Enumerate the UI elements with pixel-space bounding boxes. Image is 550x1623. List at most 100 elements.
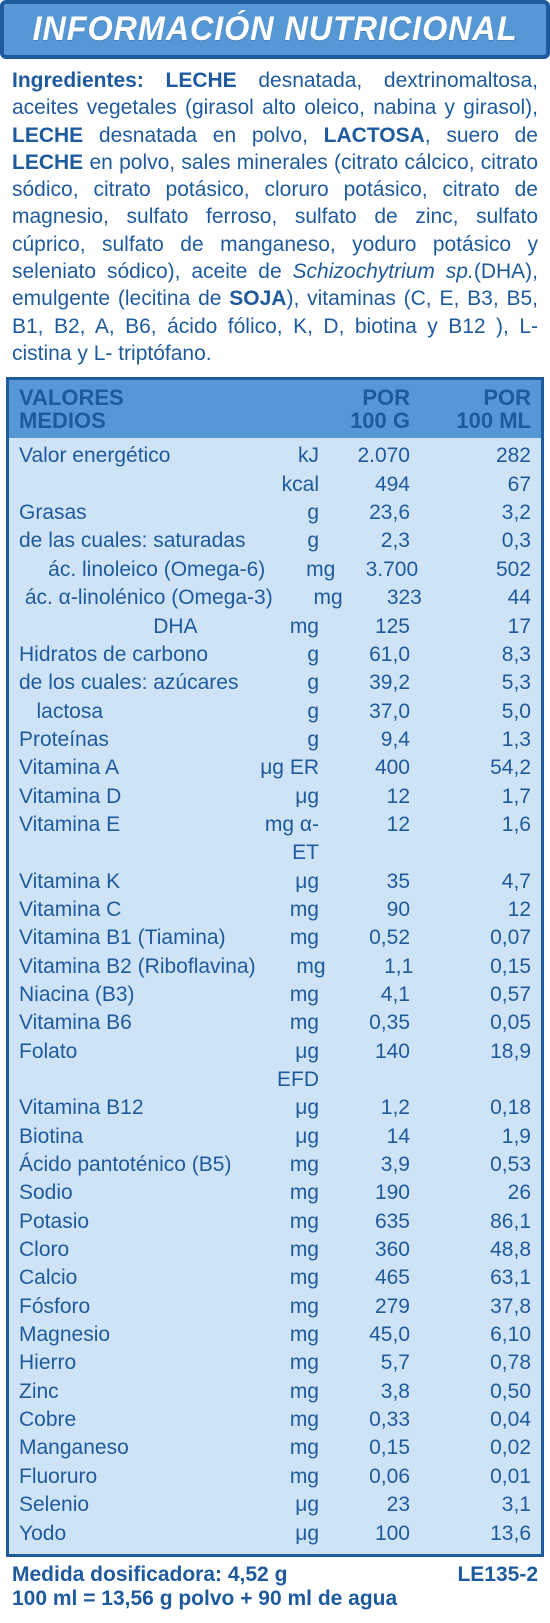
nutrient-label: Biotina — [19, 1123, 249, 1151]
nutrient-label: DHA — [19, 613, 249, 641]
table-row: Calciomg46563,1 — [19, 1264, 531, 1292]
value-per-100g: 0,15 — [319, 1434, 440, 1462]
table-row: Vitamina B6mg0,350,05 — [19, 1009, 531, 1037]
nutrient-label: Vitamina B12 — [19, 1094, 249, 1122]
nutrient-unit: mg — [256, 953, 326, 981]
value-per-100ml: 0,04 — [440, 1406, 531, 1434]
value-per-100ml: 0,05 — [440, 1009, 531, 1037]
table-row: Yodoμg10013,6 — [19, 1520, 531, 1548]
nutrient-unit: mg — [249, 896, 319, 924]
nutrient-label: Folato — [19, 1038, 249, 1095]
nutrient-label: Vitamina C — [19, 896, 249, 924]
nutrient-unit: μg — [249, 1491, 319, 1519]
value-per-100g: 9,4 — [319, 726, 440, 754]
table-row: Fluoruromg0,060,01 — [19, 1463, 531, 1491]
value-per-100g: 494 — [319, 471, 440, 499]
nutrient-label: Yodo — [19, 1520, 249, 1548]
value-per-100g: 1,2 — [319, 1094, 440, 1122]
value-per-100ml: 18,9 — [440, 1038, 531, 1095]
table-row: Vitamina Dμg121,7 — [19, 783, 531, 811]
footer: Medida dosificadora: 4,52 g LE135-2 100 … — [0, 1557, 550, 1623]
nutrient-unit: mg — [249, 1434, 319, 1462]
nutrient-label: Potasio — [19, 1208, 249, 1236]
nutrient-label: lactosa — [19, 698, 249, 726]
value-per-100ml: 0,02 — [440, 1434, 531, 1462]
header-col3-l2: 100 G — [319, 409, 410, 432]
table-row: Folatoμg EFD14018,9 — [19, 1038, 531, 1095]
nutrient-unit: mg — [249, 924, 319, 952]
nutrition-panel: INFORMACIÓN NUTRICIONAL Ingredientes: LE… — [0, 0, 550, 1623]
value-per-100ml: 1,3 — [440, 726, 531, 754]
table-row: Selenioμg233,1 — [19, 1491, 531, 1519]
value-per-100ml: 48,8 — [440, 1236, 531, 1264]
value-per-100ml: 3,2 — [440, 499, 531, 527]
value-per-100g: 635 — [319, 1208, 440, 1236]
nutrient-label: ác. α-linolénico (Omega-3) — [19, 584, 273, 612]
value-per-100ml: 4,7 — [440, 868, 531, 896]
value-per-100ml: 54,2 — [440, 754, 531, 782]
nutrient-label: de las cuales: saturadas — [19, 527, 249, 555]
table-row: Hierromg5,70,78 — [19, 1349, 531, 1377]
table-row: Manganesomg0,150,02 — [19, 1434, 531, 1462]
footer-line1-left: Medida dosificadora: 4,52 g — [12, 1563, 287, 1587]
value-per-100ml: 0,18 — [440, 1094, 531, 1122]
nutrient-unit: mg — [249, 1236, 319, 1264]
nutrient-label: Magnesio — [19, 1321, 249, 1349]
nutrient-label: Fluoruro — [19, 1463, 249, 1491]
value-per-100ml: 0,53 — [440, 1151, 531, 1179]
table-row: lactosag37,05,0 — [19, 698, 531, 726]
nutrient-label: Vitamina E — [19, 811, 249, 868]
value-per-100g: 61,0 — [319, 641, 440, 669]
nutrient-unit: mg — [249, 1208, 319, 1236]
table-row: Vitamina B12μg1,20,18 — [19, 1094, 531, 1122]
value-per-100g: 0,52 — [319, 924, 440, 952]
value-per-100g: 23 — [319, 1491, 440, 1519]
value-per-100g: 45,0 — [319, 1321, 440, 1349]
nutrient-label: Vitamina B6 — [19, 1009, 249, 1037]
value-per-100g: 279 — [319, 1293, 440, 1321]
value-per-100g: 0,06 — [319, 1463, 440, 1491]
title-box: INFORMACIÓN NUTRICIONAL — [0, 0, 550, 59]
nutrient-label: Vitamina B2 (Riboflavina) — [19, 953, 256, 981]
nutrient-unit: mg — [249, 1009, 319, 1037]
nutrient-unit: μg — [249, 783, 319, 811]
value-per-100g: 465 — [319, 1264, 440, 1292]
nutrient-unit: mg — [249, 1378, 319, 1406]
value-per-100g: 90 — [319, 896, 440, 924]
value-per-100g: 400 — [319, 754, 440, 782]
header-col1-l2: MEDIOS — [19, 409, 249, 432]
value-per-100ml: 5,0 — [440, 698, 531, 726]
nutrient-unit: μg — [249, 868, 319, 896]
nutrient-label: ác. linoleico (Omega-6) — [19, 556, 265, 584]
value-per-100ml: 12 — [440, 896, 531, 924]
table-row: Hidratos de carbonog61,08,3 — [19, 641, 531, 669]
nutrient-label — [19, 471, 249, 499]
value-per-100g: 125 — [319, 613, 440, 641]
nutrient-label: Grasas — [19, 499, 249, 527]
value-per-100g: 3,9 — [319, 1151, 440, 1179]
value-per-100g: 1,1 — [326, 953, 444, 981]
nutrient-unit: mg — [249, 1321, 319, 1349]
value-per-100ml: 1,7 — [440, 783, 531, 811]
value-per-100g: 100 — [319, 1520, 440, 1548]
nutrient-label: Sodio — [19, 1179, 249, 1207]
footer-line1-right: LE135-2 — [457, 1563, 538, 1587]
header-col1-l1: VALORES — [19, 386, 249, 409]
nutrient-label: Selenio — [19, 1491, 249, 1519]
header-col3-l1: POR — [319, 386, 410, 409]
nutrient-label: Niacina (B3) — [19, 981, 249, 1009]
table-row: ác. α-linolénico (Omega-3)mg32344 — [19, 584, 531, 612]
value-per-100ml: 3,1 — [440, 1491, 531, 1519]
nutrient-unit: mg — [249, 1293, 319, 1321]
table-row: Fósforomg27937,8 — [19, 1293, 531, 1321]
nutrient-unit: μg — [249, 1123, 319, 1151]
nutrient-unit: mg α-ET — [249, 811, 319, 868]
table-row: de los cuales: azúcaresg39,25,3 — [19, 669, 531, 697]
table-row: Zincmg3,80,50 — [19, 1378, 531, 1406]
header-col4-l2: 100 ML — [440, 409, 531, 432]
value-per-100g: 360 — [319, 1236, 440, 1264]
value-per-100ml: 1,9 — [440, 1123, 531, 1151]
table-row: Vitamina Aμg ER40054,2 — [19, 754, 531, 782]
table-row: de las cuales: saturadasg2,30,3 — [19, 527, 531, 555]
nutrient-unit: mg — [273, 584, 343, 612]
